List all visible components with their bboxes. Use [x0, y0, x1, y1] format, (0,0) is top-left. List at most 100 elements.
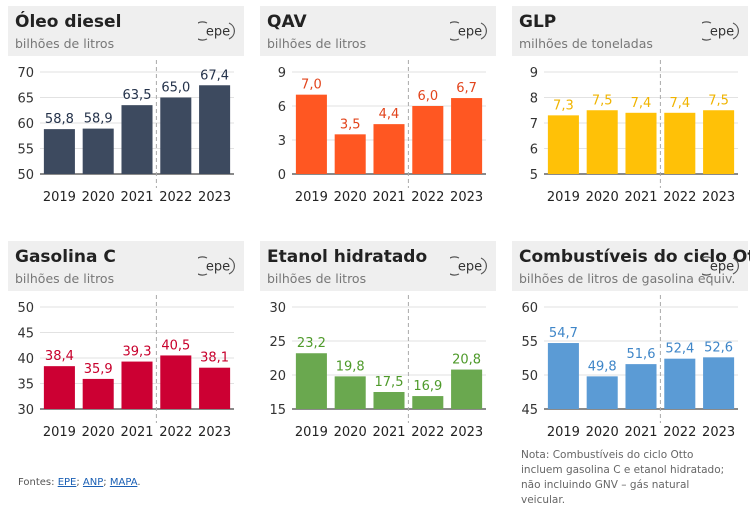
bar-2023	[451, 369, 483, 409]
data-label: 49,8	[588, 359, 617, 374]
chart-header: Gasolina C bilhões de litros epe	[8, 241, 244, 291]
bar-2022	[160, 355, 192, 409]
y-tick-label: 55	[17, 143, 34, 158]
x-tick-label: 2020	[334, 190, 367, 205]
y-tick-label: 60	[521, 301, 538, 316]
logo-text: epe	[206, 25, 230, 40]
data-label: 7,5	[708, 93, 729, 108]
data-label: 52,4	[665, 342, 694, 357]
chart-title: QAV	[267, 12, 307, 32]
sources-footer: Fontes: EPE; ANP; MAPA.	[18, 477, 141, 488]
data-label: 23,2	[297, 336, 326, 351]
x-tick-label: 2022	[663, 425, 696, 440]
data-label: 7,5	[592, 93, 613, 108]
bar-2019	[547, 343, 579, 409]
source-link-mapa[interactable]: MAPA	[109, 477, 138, 488]
y-tick-label: 0	[278, 168, 286, 183]
y-tick-label: 60	[17, 117, 34, 132]
chart-unit: bilhões de litros	[267, 271, 367, 286]
y-tick-label: 6	[530, 143, 538, 158]
bar-2020	[334, 376, 366, 409]
data-label: 7,3	[553, 98, 574, 113]
y-tick-label: 6	[278, 100, 286, 115]
chart-title: Etanol hidratado	[267, 247, 428, 267]
y-tick-label: 50	[521, 369, 538, 384]
data-label: 3,5	[340, 117, 361, 132]
chart-plot: 30 35 40 45 50 38,4 2019 35,9 2020 39,3 2021 40,5 20…	[17, 295, 234, 440]
source-link-epe[interactable]: EPE	[57, 477, 77, 488]
y-tick-label: 50	[17, 301, 34, 316]
x-tick-label: 2020	[586, 425, 619, 440]
data-label: 7,4	[669, 96, 690, 111]
bar-2020	[82, 378, 114, 409]
y-tick-label: 70	[17, 66, 34, 81]
y-tick-label: 55	[521, 335, 538, 350]
bar-2019	[295, 94, 327, 174]
x-tick-label: 2021	[624, 425, 657, 440]
source-link-anp[interactable]: ANP	[82, 477, 104, 488]
bar-2023	[451, 98, 483, 174]
data-label: 38,1	[200, 351, 229, 366]
y-tick-label: 20	[269, 369, 286, 384]
epe-logo: epe	[198, 21, 235, 41]
x-tick-label: 2023	[450, 190, 483, 205]
chart-unit: bilhões de litros de gasolina equiv.	[519, 271, 736, 286]
y-tick-label: 25	[269, 335, 286, 350]
logo-text: epe	[458, 25, 482, 40]
x-tick-label: 2022	[159, 425, 192, 440]
chart-unit: bilhões de litros	[15, 271, 115, 286]
x-tick-label: 2019	[547, 425, 580, 440]
footer-prefix: Fontes:	[18, 477, 58, 488]
data-label: 4,4	[379, 107, 400, 122]
chart-header: QAV bilhões de litros epe	[260, 6, 496, 56]
footnote: Nota: Combustíveis do ciclo Otto incluem…	[521, 449, 725, 506]
logo-text: epe	[710, 25, 734, 40]
data-label: 58,9	[84, 112, 113, 127]
x-tick-label: 2019	[547, 190, 580, 205]
x-tick-label: 2021	[624, 190, 657, 205]
data-label: 58,8	[45, 112, 74, 127]
bar-2022	[664, 112, 696, 174]
y-tick-label: 3	[278, 134, 286, 149]
bar-2021	[373, 392, 405, 409]
chart-plot: 5 6 7 8 9 7,3 2019 7,5 2020 7,4 2021 7,4 2022 7,5 2023	[530, 60, 738, 205]
data-label: 54,7	[549, 326, 578, 341]
bar-2021	[121, 361, 153, 409]
epe-logo: epe	[702, 21, 739, 41]
y-tick-label: 7	[530, 117, 538, 132]
y-tick-label: 30	[17, 403, 34, 418]
x-tick-label: 2020	[586, 190, 619, 205]
x-tick-label: 2022	[159, 190, 192, 205]
bar-2022	[160, 97, 192, 174]
bar-2023	[199, 85, 231, 174]
x-tick-label: 2023	[198, 190, 231, 205]
y-tick-label: 15	[269, 403, 286, 418]
bar-2022	[412, 396, 444, 409]
chart-unit: bilhões de litros	[267, 36, 367, 51]
bar-2023	[199, 367, 231, 409]
x-tick-label: 2020	[334, 425, 367, 440]
logo-text: epe	[710, 260, 734, 275]
bar-2019	[547, 115, 579, 174]
chart-header: Óleo diesel bilhões de litros epe	[8, 6, 244, 56]
bar-2020	[586, 110, 618, 174]
bar-2021	[373, 124, 405, 174]
chart-title: GLP	[519, 12, 557, 32]
x-tick-label: 2020	[82, 190, 115, 205]
x-tick-label: 2021	[120, 425, 153, 440]
data-label: 40,5	[161, 338, 190, 353]
chart-title: Óleo diesel	[15, 12, 122, 32]
chart-plot: 45 50 55 60 54,7 2019 49,8 2020 51,6 2021 52,4 2022…	[521, 295, 738, 440]
data-label: 52,6	[704, 340, 733, 355]
chart-title: Gasolina C	[15, 247, 116, 267]
y-tick-label: 30	[269, 301, 286, 316]
x-tick-label: 2020	[82, 425, 115, 440]
logo-text: epe	[206, 260, 230, 275]
x-tick-label: 2023	[198, 425, 231, 440]
bar-2019	[43, 129, 75, 174]
x-tick-label: 2019	[295, 425, 328, 440]
bar-2019	[43, 366, 75, 409]
chart-header: GLP milhões de toneladas epe	[512, 6, 748, 56]
x-tick-label: 2021	[372, 425, 405, 440]
x-tick-label: 2019	[43, 425, 76, 440]
